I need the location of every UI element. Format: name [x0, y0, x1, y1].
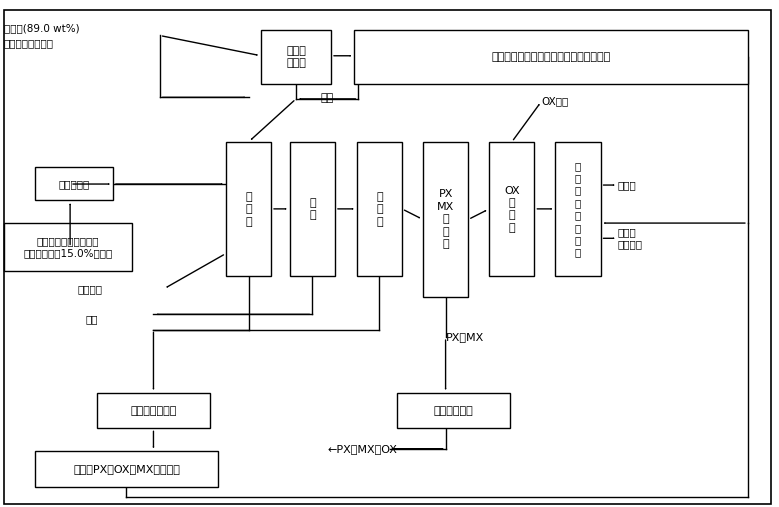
Text: 异构化反应器: 异构化反应器: [434, 406, 474, 416]
Text: 轻烃燃料: 轻烃燃料: [78, 284, 103, 294]
Text: 烷基化
反应器: 烷基化 反应器: [286, 46, 306, 68]
Text: 重组份
液体燃料: 重组份 液体燃料: [618, 228, 643, 249]
FancyBboxPatch shape: [35, 167, 113, 200]
FancyBboxPatch shape: [397, 393, 510, 428]
FancyBboxPatch shape: [357, 142, 402, 276]
Text: OX
精
馏
塔: OX 精 馏 塔: [504, 186, 520, 233]
Text: 甲苯＋PX＋OX＋MX＋三甲苯: 甲苯＋PX＋OX＋MX＋三甲苯: [73, 464, 180, 474]
Text: 烷基转移反应器: 烷基转移反应器: [131, 406, 177, 416]
Text: 三
甲
苯
和
重
组
分
塔: 三 甲 苯 和 重 组 分 塔: [575, 161, 581, 258]
Text: 精馏: 精馏: [320, 93, 334, 103]
Text: 循环: 循环: [86, 314, 98, 324]
Text: ←PX＋MX＋OX: ←PX＋MX＋OX: [327, 444, 397, 454]
FancyBboxPatch shape: [354, 30, 748, 84]
Text: 甲
苯
塔: 甲 苯 塔: [376, 192, 382, 227]
FancyBboxPatch shape: [489, 142, 534, 276]
Text: PX＋MX: PX＋MX: [446, 332, 484, 342]
Text: 粗甲醇(89.0 wt%): 粗甲醇(89.0 wt%): [4, 23, 79, 33]
FancyBboxPatch shape: [35, 451, 218, 487]
Text: （煤合成气制得）: （煤合成气制得）: [4, 38, 54, 48]
Text: 酸洗、加氢: 酸洗、加氢: [58, 179, 90, 189]
Text: 苯＋甲苯＋混合二甲苯＋三甲苯＋重组份: 苯＋甲苯＋混合二甲苯＋三甲苯＋重组份: [492, 52, 611, 62]
FancyBboxPatch shape: [290, 142, 335, 276]
FancyBboxPatch shape: [261, 30, 331, 84]
Text: PX
MX
精
馏
塔: PX MX 精 馏 塔: [437, 190, 454, 249]
FancyBboxPatch shape: [555, 142, 601, 276]
Text: 粗苯（煤焦油重组分轻
质化所得，含15.0%甲苯）: 粗苯（煤焦油重组分轻 质化所得，含15.0%甲苯）: [23, 236, 113, 259]
Text: 三甲苯: 三甲苯: [618, 180, 636, 190]
Text: 苯
塔: 苯 塔: [309, 198, 315, 221]
FancyBboxPatch shape: [423, 142, 468, 297]
FancyBboxPatch shape: [4, 223, 132, 271]
FancyBboxPatch shape: [226, 142, 271, 276]
Text: OX产品: OX产品: [541, 96, 569, 106]
FancyBboxPatch shape: [97, 393, 210, 428]
Text: 气
提
塔: 气 提 塔: [245, 192, 252, 227]
